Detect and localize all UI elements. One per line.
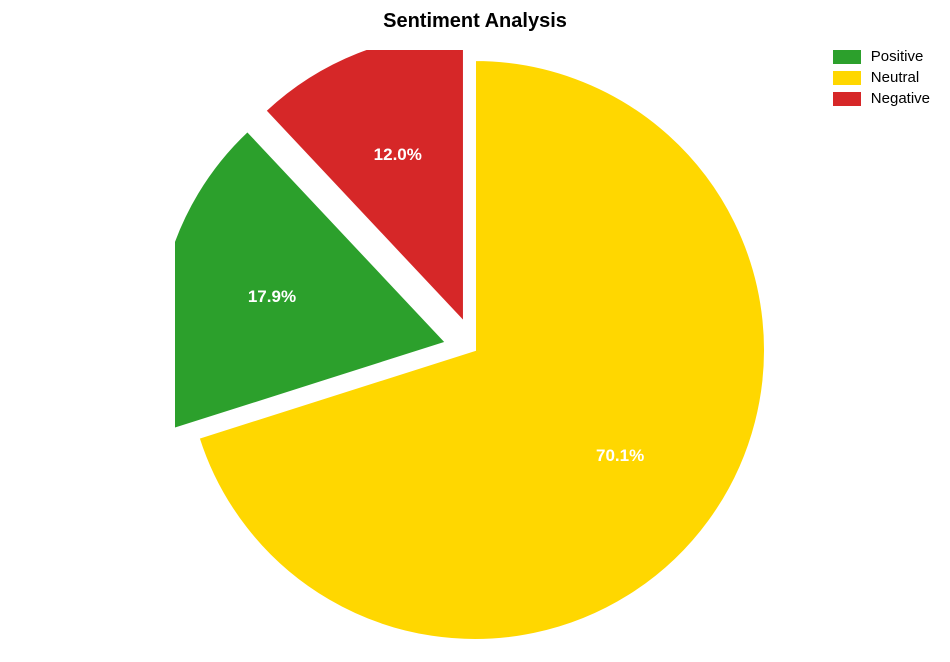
chart-title: Sentiment Analysis (0, 10, 950, 33)
slice-label-positive: 17.9% (248, 287, 296, 307)
legend-label-neutral: Neutral (871, 69, 919, 86)
legend-item-positive: Positive (833, 48, 930, 65)
legend-label-negative: Negative (871, 90, 930, 107)
legend-swatch-positive (833, 50, 861, 64)
legend-swatch-negative (833, 92, 861, 106)
slice-label-negative: 12.0% (374, 145, 422, 165)
legend-item-negative: Negative (833, 90, 930, 107)
legend-item-neutral: Neutral (833, 69, 930, 86)
legend-label-positive: Positive (871, 48, 924, 65)
legend: Positive Neutral Negative (833, 48, 930, 111)
pie-chart: 12.0% 17.9% 70.1% (175, 50, 775, 650)
legend-swatch-neutral (833, 71, 861, 85)
slice-label-neutral: 70.1% (596, 446, 644, 466)
pie-svg (175, 50, 775, 650)
